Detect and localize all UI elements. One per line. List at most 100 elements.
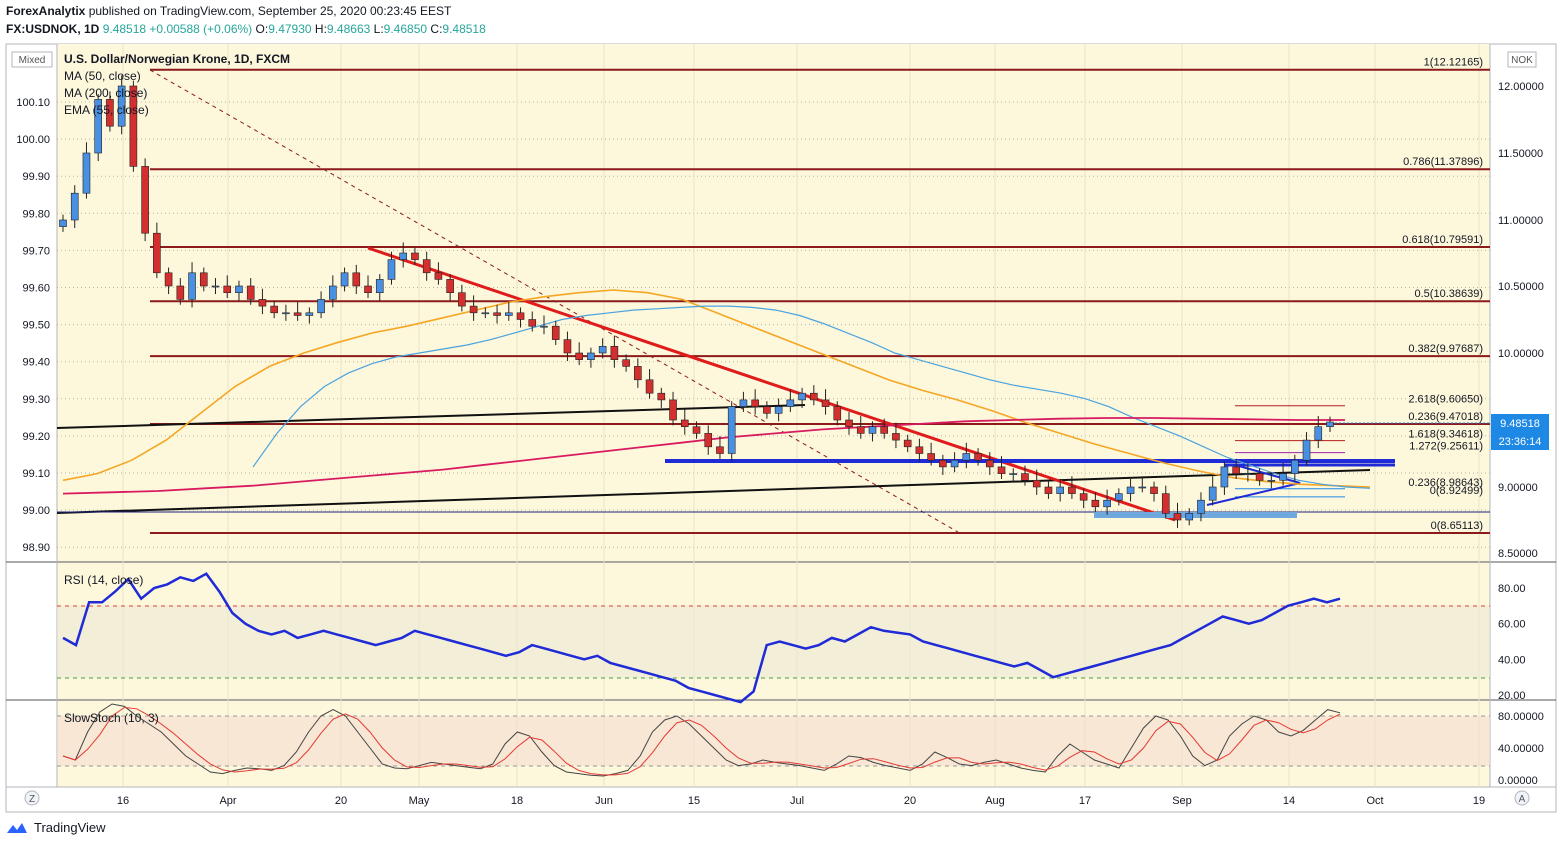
ma-50-line[interactable] — [252, 305, 1371, 489]
time-tick-label: Apr — [219, 795, 236, 807]
stoch-lines[interactable] — [62, 703, 1341, 777]
candle-body — [856, 426, 865, 434]
candle-body — [1150, 486, 1158, 494]
last-price-badge-text: 9.48518 — [1500, 418, 1540, 430]
candle-body — [727, 406, 736, 454]
candle-body — [704, 433, 713, 448]
candle-body — [950, 459, 959, 468]
left-tick-label: 99.90 — [22, 171, 50, 183]
candle-body — [798, 392, 806, 401]
right-tick-label: 10.00000 — [1498, 348, 1544, 360]
candle-body — [739, 399, 748, 407]
ma-200-line[interactable] — [62, 417, 1345, 495]
candle-body — [1291, 459, 1299, 474]
scale-mode-badge[interactable] — [11, 51, 53, 68]
candle-body — [880, 426, 889, 434]
dashed-trendline[interactable] — [149, 69, 959, 533]
right-tick-label: 10.50000 — [1498, 281, 1544, 293]
right-tick-label: 11.50000 — [1498, 148, 1543, 160]
time-tick-label: Oct — [1366, 795, 1383, 807]
indicator-ema55-label[interactable]: EMA (55, close) — [64, 103, 149, 117]
candle-body — [434, 272, 443, 280]
candle-body — [985, 459, 994, 468]
rsi-label[interactable]: RSI (14, close) — [64, 573, 143, 587]
main-pane-title: U.S. Dollar/Norwegian Krone, 1D, FXCM — [64, 52, 290, 66]
black-trendline-upper[interactable] — [56, 404, 806, 429]
fib-level-label: 0.786(11.37896) — [1403, 156, 1483, 168]
stoch-label[interactable]: SlowStoch (10, 3) — [64, 711, 159, 725]
fib-level-label: 1(12.12165) — [1424, 57, 1483, 69]
time-tick-label: 20 — [335, 795, 347, 807]
red-downtrend-line[interactable] — [367, 246, 1176, 522]
indicator-ma50-label[interactable]: MA (50, close) — [64, 69, 141, 83]
time-tick-label: Aug — [985, 795, 1005, 807]
candle-body — [1255, 473, 1264, 481]
candle-body — [1126, 486, 1135, 494]
footer-brand[interactable]: TradingView — [6, 820, 106, 835]
candle-body — [540, 325, 548, 328]
auto-scale-button[interactable] — [1514, 790, 1530, 806]
high-label: H: — [314, 22, 327, 36]
symbol-label: FX:USDNOK, 1D — [6, 22, 100, 36]
candle-body — [305, 312, 314, 316]
candle-body — [680, 419, 689, 427]
fib-extension[interactable]: 2.618(9.60650) 1.618(9.34618)1.272(9.2561… — [1235, 394, 1483, 498]
zoom-button[interactable] — [24, 790, 40, 806]
countdown-badge[interactable] — [1491, 432, 1549, 450]
publisher-name[interactable]: ForexAnalytix — [6, 4, 86, 18]
ema-55-line[interactable] — [62, 289, 1371, 488]
close-label: C: — [430, 22, 443, 36]
scale-mode-text: Mixed — [19, 55, 46, 66]
candles[interactable] — [59, 75, 1334, 528]
left-tick-label: 99.30 — [22, 394, 50, 406]
black-trendline-lower[interactable] — [56, 469, 1371, 514]
right-price-scale[interactable]: 12.00000 11.50000 11.00000 10.50000 10.00000… — [1498, 81, 1544, 560]
fib-level-label: 0.382(9.97687) — [1408, 343, 1483, 355]
candle-body — [504, 312, 513, 316]
time-tick-label: 19 — [1473, 795, 1485, 807]
rsi-line[interactable] — [62, 572, 1341, 704]
candle-body — [716, 446, 724, 454]
rsi-path — [62, 572, 1341, 704]
candle-body — [974, 453, 982, 461]
rsi-tick-label: 40.00 — [1498, 654, 1526, 666]
candle-body — [94, 99, 102, 154]
stoch-scale: 80.00000 40.00000 0.00000 — [1498, 711, 1544, 787]
candle-body — [59, 219, 67, 227]
time-tick-label: May — [409, 795, 430, 807]
candle-body — [188, 272, 196, 300]
candle-body — [528, 319, 537, 327]
candle-body — [270, 305, 278, 314]
time-tick-label: 14 — [1283, 795, 1295, 807]
candle-body — [868, 426, 877, 434]
last-price-badge[interactable] — [1491, 414, 1549, 432]
fib-retracement[interactable]: 1(12.12165) 0.786(11.37896) 0.618(10.79591… — [150, 57, 1490, 535]
fib-ext-label: 2.618(9.60650) — [1408, 394, 1483, 406]
indicator-ma200-label[interactable]: MA (200, close) — [64, 86, 147, 100]
left-tick-label: 99.70 — [22, 245, 50, 257]
ma-50-path — [252, 305, 1371, 489]
candle-body — [211, 285, 220, 288]
candle-body — [634, 366, 642, 381]
currency-badge[interactable] — [1507, 51, 1537, 68]
candle-body — [1220, 466, 1229, 488]
candle-body — [833, 406, 842, 421]
candle-body — [1232, 466, 1240, 474]
candle-body — [1091, 499, 1100, 508]
candle-body — [364, 285, 372, 293]
stoch-tick-label: 40.00000 — [1498, 743, 1544, 755]
triangle-pattern[interactable] — [1206, 464, 1301, 506]
candle-body — [563, 339, 572, 354]
candle-body — [164, 272, 173, 287]
stoch-d-path — [62, 706, 1341, 776]
rsi-tick-label: 20.00 — [1498, 690, 1526, 702]
candle-body — [1161, 493, 1170, 514]
time-axis[interactable]: 16 Apr 20 May 18 Jun 15 Jul 20 Aug 17 Sep 14 Oct 19 — [117, 795, 1485, 807]
left-price-scale[interactable]: 100.10 100.00 99.90 99.80 99.70 99.60 99.50 99.… — [16, 97, 50, 554]
candle-body — [340, 272, 349, 287]
candle-body — [70, 192, 79, 221]
open-value: 9.47930 — [268, 22, 312, 36]
candle-body — [692, 426, 701, 434]
chart-canvas[interactable]: 100.10 100.00 99.90 99.80 99.70 99.60 99.50 99.… — [0, 40, 1560, 816]
candle-body — [375, 279, 384, 293]
